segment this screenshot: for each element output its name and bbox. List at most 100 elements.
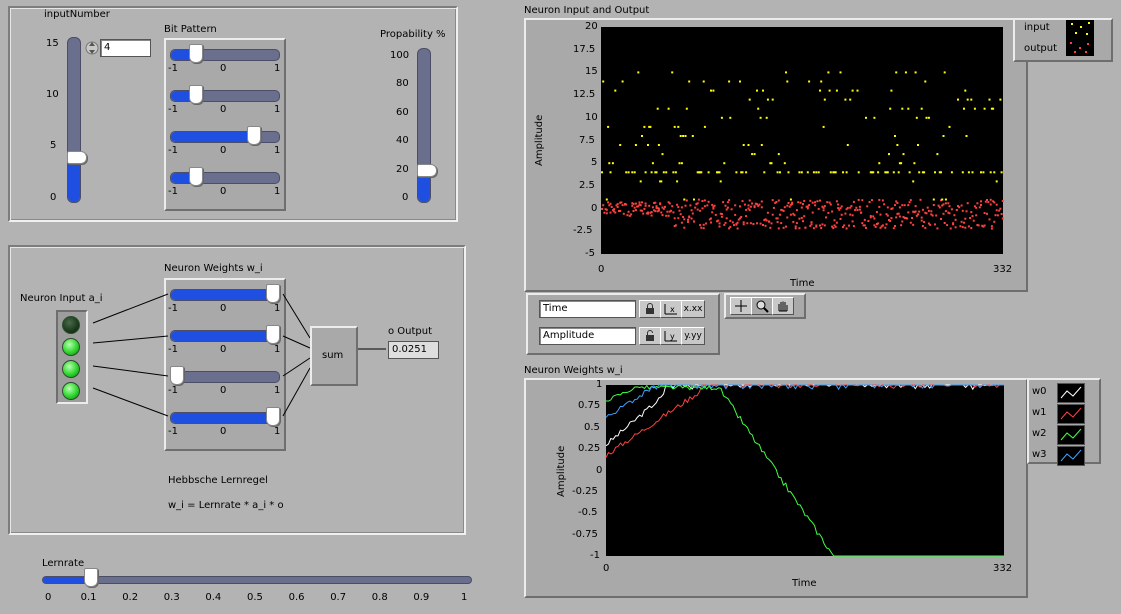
output-point bbox=[628, 214, 631, 217]
bit-pattern-slider-thumb[interactable] bbox=[189, 44, 204, 63]
output-point bbox=[679, 213, 682, 216]
zoom-tool-button[interactable] bbox=[751, 297, 773, 315]
scale-y-autoscale-button[interactable]: y bbox=[660, 327, 682, 345]
weight-slider[interactable] bbox=[170, 412, 280, 424]
output-point bbox=[724, 204, 727, 207]
output-point bbox=[747, 204, 750, 207]
output-point bbox=[771, 199, 774, 202]
input-point bbox=[656, 107, 659, 110]
weight-slider-thumb[interactable] bbox=[266, 407, 280, 426]
bit-pattern-slider[interactable] bbox=[170, 131, 280, 143]
weight-slider-thumb[interactable] bbox=[266, 325, 280, 344]
bit-pattern-tick: -1 bbox=[168, 63, 178, 74]
input-point bbox=[688, 80, 691, 83]
graph-io-plot[interactable] bbox=[601, 27, 1004, 254]
output-point bbox=[627, 210, 630, 213]
probability-scale-0: 0 bbox=[402, 192, 409, 203]
lernrate-slider[interactable] bbox=[42, 576, 472, 584]
graph-w-plot[interactable] bbox=[605, 384, 1004, 557]
scale-y-lock-button[interactable] bbox=[639, 327, 661, 345]
input-point bbox=[871, 171, 873, 174]
output-point bbox=[896, 212, 899, 215]
input-number-spinner[interactable] bbox=[85, 37, 99, 59]
input-point bbox=[894, 135, 896, 137]
w2-line bbox=[605, 384, 1004, 557]
input-point bbox=[921, 171, 924, 174]
input-number-slider-thumb[interactable] bbox=[67, 151, 87, 165]
scale-x-autoscale-button[interactable]: x bbox=[660, 300, 682, 318]
bit-pattern-slider-thumb[interactable] bbox=[246, 126, 261, 145]
output-point bbox=[728, 199, 731, 202]
pan-tool-button[interactable] bbox=[772, 297, 794, 315]
output-point bbox=[687, 220, 689, 223]
output-point bbox=[683, 218, 686, 221]
scale-x-format-button[interactable]: x.xx bbox=[681, 300, 705, 318]
scale-x-name[interactable]: Time bbox=[539, 300, 636, 318]
output-point bbox=[861, 222, 864, 225]
bit-pattern-slider[interactable] bbox=[170, 49, 280, 61]
legend-io-dots-icon bbox=[1070, 22, 1090, 53]
output-point bbox=[788, 205, 791, 208]
weight-slider-thumb[interactable] bbox=[266, 284, 280, 303]
y-tick-label: -0.75 bbox=[572, 528, 598, 540]
output-point bbox=[613, 210, 616, 213]
output-point bbox=[786, 216, 789, 219]
input-number-field[interactable]: 4 bbox=[100, 39, 151, 57]
bit-pattern-slider[interactable] bbox=[170, 172, 280, 184]
output-point bbox=[885, 213, 888, 216]
output-point bbox=[885, 223, 888, 226]
graph-io-legend[interactable] bbox=[1013, 18, 1113, 62]
output-point bbox=[672, 211, 675, 214]
scale-x-lock-button[interactable] bbox=[639, 300, 661, 318]
cursor-tool-button[interactable] bbox=[730, 297, 752, 315]
probability-slider-thumb[interactable] bbox=[417, 164, 437, 178]
input-number-scale-5: 5 bbox=[50, 140, 57, 151]
output-point bbox=[970, 227, 973, 229]
output-point bbox=[701, 207, 704, 210]
bit-pattern-slider[interactable] bbox=[170, 90, 280, 102]
output-point bbox=[846, 206, 849, 209]
output-point bbox=[631, 204, 634, 207]
output-point bbox=[986, 199, 988, 201]
output-point bbox=[668, 210, 671, 213]
output-point bbox=[912, 223, 915, 226]
output-point bbox=[799, 201, 802, 204]
input-point bbox=[682, 135, 685, 137]
weight-slider-thumb[interactable] bbox=[170, 366, 184, 385]
output-point bbox=[797, 201, 800, 204]
input-point bbox=[766, 98, 769, 101]
output-point bbox=[711, 203, 714, 206]
weight-slider[interactable] bbox=[170, 330, 280, 342]
output-point bbox=[950, 208, 953, 211]
scale-y-name[interactable]: Amplitude bbox=[539, 327, 636, 345]
graph-io-xmin: 0 bbox=[598, 264, 605, 275]
output-point bbox=[924, 211, 927, 214]
output-point bbox=[914, 205, 917, 208]
output-point bbox=[631, 202, 634, 205]
input-point bbox=[992, 107, 995, 110]
probability-slider[interactable] bbox=[417, 48, 431, 203]
input-point bbox=[674, 171, 677, 174]
legend-w2-swatch bbox=[1057, 425, 1085, 445]
input-point bbox=[820, 80, 823, 83]
weight-slider[interactable] bbox=[170, 371, 280, 383]
lernrate-slider-thumb[interactable] bbox=[83, 568, 98, 587]
input-point bbox=[1000, 171, 1003, 174]
output-point bbox=[605, 212, 608, 215]
graph-w-canvas bbox=[605, 384, 1004, 557]
bit-pattern-slider-thumb[interactable] bbox=[189, 167, 204, 186]
output-point bbox=[653, 209, 656, 212]
autoscale-y-icon: y bbox=[664, 331, 677, 342]
scale-y-format-button[interactable]: y.yy bbox=[681, 327, 705, 345]
bit-pattern-slider-thumb[interactable] bbox=[189, 85, 204, 104]
output-point bbox=[650, 211, 653, 214]
output-point bbox=[775, 201, 778, 203]
bit-pattern-tick: 0 bbox=[220, 145, 227, 156]
output-point bbox=[705, 222, 708, 225]
input-number-scale-10: 10 bbox=[46, 89, 59, 100]
input-point bbox=[683, 198, 686, 201]
weight-slider[interactable] bbox=[170, 289, 280, 301]
input-point bbox=[684, 135, 687, 137]
output-point bbox=[789, 203, 792, 206]
output-point bbox=[944, 210, 947, 213]
